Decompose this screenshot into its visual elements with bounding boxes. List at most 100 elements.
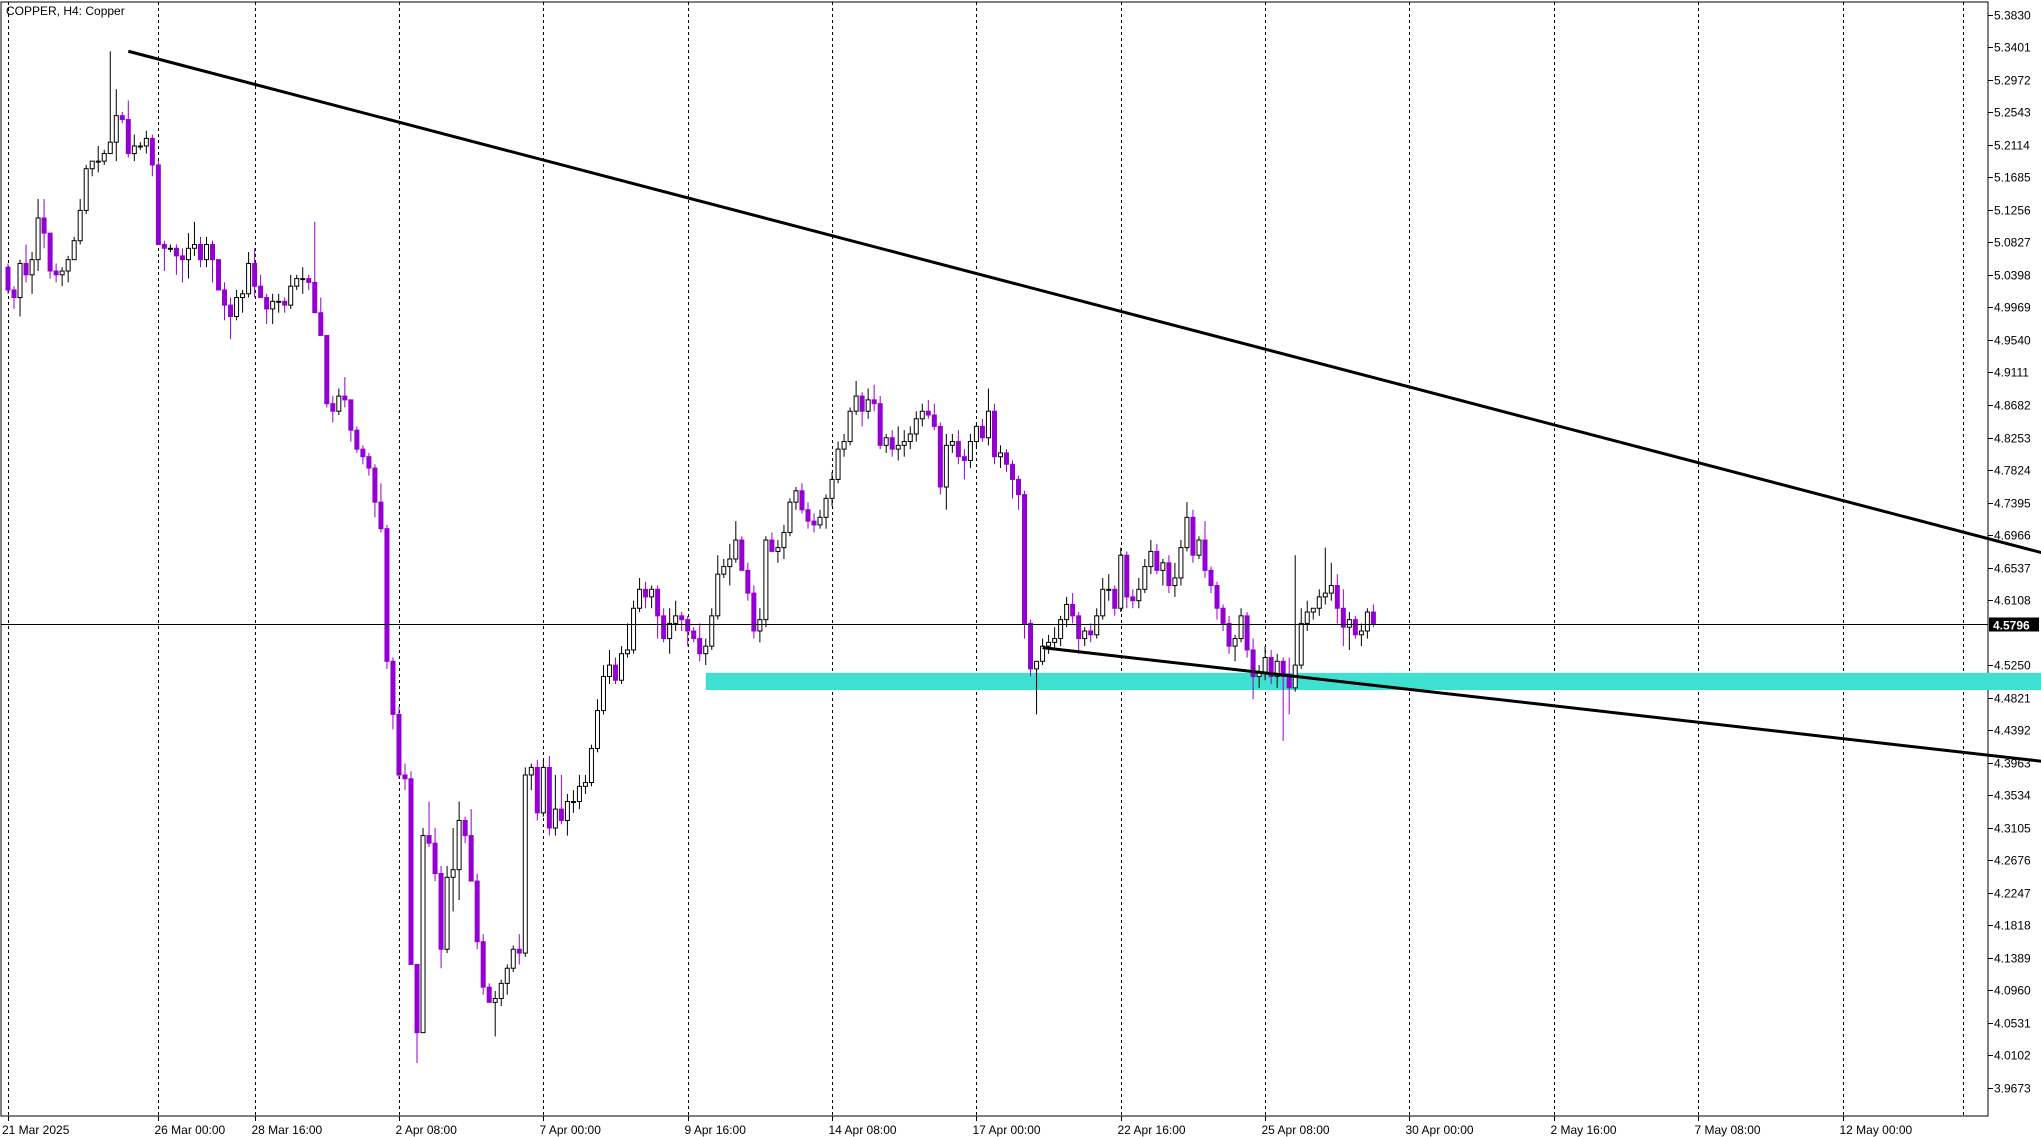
candle-body [119,115,125,120]
candle-body [1190,516,1196,556]
candle [739,536,745,571]
candle-body [1196,539,1202,556]
candle [853,380,859,416]
candle-body [113,115,119,143]
candle [173,244,179,275]
candle [1166,555,1172,594]
candle-body [1298,622,1304,666]
candle-body [1046,641,1052,647]
candle-body [907,433,913,443]
y-tick-label: 4.9969 [1994,301,2031,315]
candle [486,983,492,1003]
candle-body [1148,550,1154,568]
y-tick-label: 4.9540 [1994,334,2031,348]
candle-body [925,410,931,416]
candle-body [420,835,426,1034]
candle-body [516,948,522,954]
candle [366,452,372,476]
trendlines-layer [127,49,2041,763]
candle [1118,547,1124,613]
y-tick-label: 4.3534 [1994,789,2031,803]
candle [474,873,480,950]
candle-body [197,244,203,261]
candle [504,964,510,995]
candle-body [1202,539,1208,571]
candle [769,532,775,552]
x-tick-label: 22 Apr 16:00 [1118,1123,1186,1137]
candle [155,161,161,246]
candle [137,142,143,150]
candle [1160,559,1166,586]
candle-body [961,456,967,461]
candle-body [438,872,444,950]
support-zone-layer [705,672,2041,691]
candle-body [83,168,89,211]
candle-body [101,153,107,162]
candle-body [763,539,769,621]
candle [143,130,149,154]
candle [655,585,661,639]
candle-body [95,160,101,163]
candle-body [1364,611,1370,632]
candle [408,771,414,965]
candle-body [426,835,432,844]
candle-body [1238,615,1244,640]
y-tick-label: 5.3830 [1994,9,2031,23]
y-tick-label: 5.1685 [1994,171,2031,185]
candle [131,134,137,162]
candle [1286,657,1292,715]
candle-body [342,395,348,401]
candle [11,286,17,309]
candle [161,240,167,272]
candle [552,774,558,836]
candle [1340,589,1346,647]
candle [1016,475,1022,510]
candle-body [498,982,504,1000]
candle-body [1064,603,1070,621]
candle-body [1310,607,1316,613]
candle-body [203,244,209,261]
candle [342,377,348,408]
candle [354,426,360,453]
candle [1148,540,1154,575]
y-tick-label: 3.9673 [1994,1082,2031,1096]
candle [883,433,889,453]
trendline-1 [127,49,2041,555]
candle-body [366,456,372,469]
candle-body [474,880,480,943]
candle [835,441,841,484]
y-tick-label: 4.7824 [1994,464,2031,478]
candle-body [546,766,552,829]
candle [240,289,246,313]
candle-body [727,558,733,568]
candle-body [540,766,546,814]
candle [29,252,35,294]
candle-body [847,410,853,443]
y-axis: 5.3830 5.3401 5.2972 5.2543 5.2114 5.1685 5.12… [1988,9,2031,1096]
candle-body [1160,562,1166,571]
candle [811,513,817,533]
candle [1022,490,1028,639]
candle-body [1232,638,1238,647]
candle-body [931,414,937,427]
candle [426,801,432,847]
candle [745,562,751,601]
x-tick-label: 2 Apr 08:00 [396,1123,458,1137]
candle [1076,612,1082,654]
candle [805,502,811,529]
candle [709,608,715,650]
x-tick-label: 2 May 16:00 [1551,1123,1617,1137]
candle-body [582,782,588,787]
candle [1274,653,1280,688]
candle-body [210,244,216,261]
candle [823,494,829,529]
candle-body [336,395,342,412]
candle-body [264,297,270,310]
candle [733,521,739,563]
candle-body [312,281,318,314]
candle [306,274,312,290]
candle [1346,612,1352,650]
candle-body [1154,550,1160,571]
candle [528,763,534,791]
candle-body [985,410,991,439]
